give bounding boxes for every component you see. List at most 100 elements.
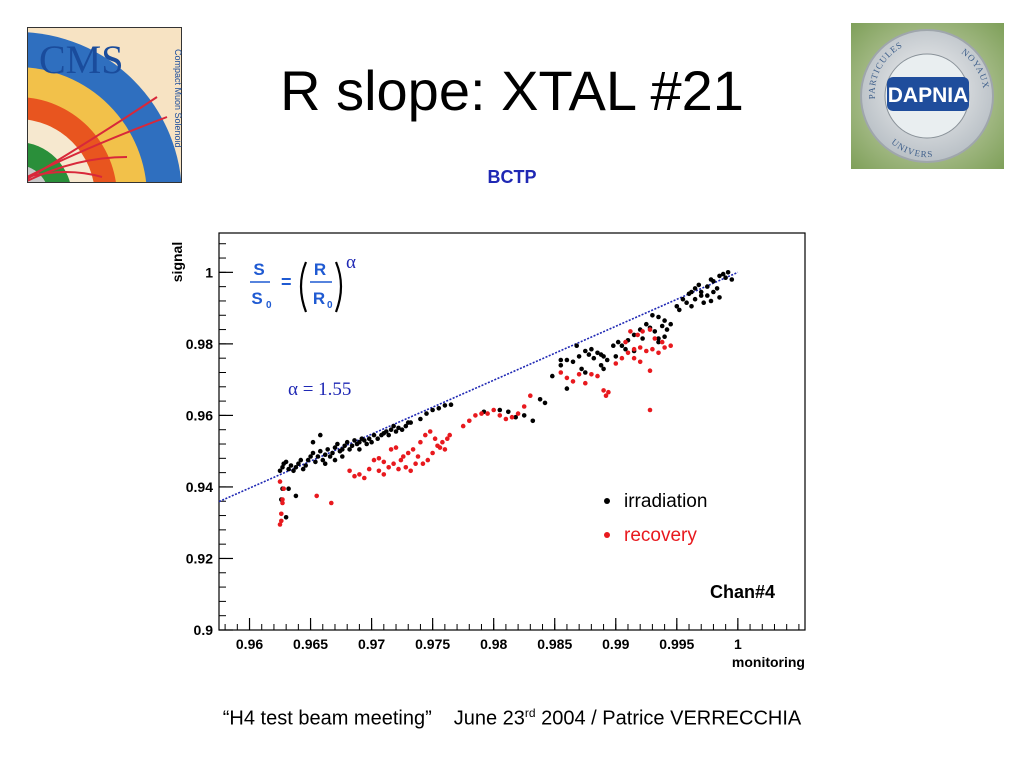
- fit-label: α = 1.55: [288, 379, 351, 400]
- irradiation-point: [393, 429, 399, 434]
- irradiation-point: [598, 363, 604, 368]
- irradiation-point: [717, 273, 722, 279]
- legend-marker-irradiation: [604, 498, 610, 504]
- irradiation-point: [652, 329, 658, 334]
- series-recovery: [277, 327, 673, 527]
- recovery-point: [401, 454, 406, 459]
- irradiation-point: [677, 307, 682, 313]
- recovery-point: [647, 368, 653, 373]
- recovery-point: [280, 497, 285, 502]
- irradiation-point: [583, 370, 588, 375]
- irradiation-point: [364, 441, 369, 447]
- irradiation-point: [399, 427, 405, 432]
- irradiation-point: [318, 432, 323, 438]
- irradiation-point: [589, 346, 594, 352]
- recovery-point: [408, 468, 413, 474]
- irradiation-point: [384, 429, 389, 434]
- irradiation-point: [692, 296, 698, 302]
- irradiation-point: [689, 304, 694, 309]
- recovery-point: [659, 339, 665, 345]
- irradiation-point: [698, 293, 704, 298]
- recovery-point: [314, 493, 319, 499]
- irradiation-point: [296, 461, 301, 466]
- recovery-point: [415, 454, 421, 459]
- y-tick-label: 0.9: [194, 622, 214, 638]
- irradiation-point: [310, 450, 316, 456]
- recovery-point: [644, 348, 649, 354]
- x-tick-label: 0.975: [415, 636, 450, 652]
- irradiation-point: [705, 293, 710, 298]
- recovery-point: [637, 345, 643, 350]
- formula-r: R: [314, 260, 326, 279]
- irradiation-point: [386, 432, 391, 438]
- chart-container: 0.96 0.965 0.97 0.975 0.98 0.985 0.99 0.995 1 0.9…: [160, 220, 820, 685]
- irradiation-point: [558, 357, 564, 363]
- irradiation-point: [613, 354, 619, 359]
- plot-frame: [218, 232, 806, 631]
- x-axis-label: monitoring: [732, 654, 805, 670]
- irradiation-point: [332, 457, 338, 463]
- irradiation-point: [717, 295, 722, 300]
- irradiation-point: [729, 277, 735, 282]
- irradiation-point: [631, 332, 637, 338]
- dapnia-logo: DAPNIA PARTICULES NOYAUX UNIVERS: [851, 23, 1004, 169]
- recovery-point: [442, 447, 448, 452]
- recovery-point: [662, 345, 667, 350]
- irradiation-point: [714, 286, 720, 291]
- legend-label-recovery: recovery: [624, 525, 697, 546]
- recovery-point: [603, 393, 609, 398]
- recovery-point: [613, 361, 619, 366]
- irradiation-point: [564, 386, 570, 391]
- irradiation-point: [521, 413, 527, 418]
- irradiation-point: [347, 447, 352, 452]
- recovery-point: [376, 456, 382, 461]
- irradiation-point: [696, 282, 702, 288]
- recovery-point: [515, 411, 521, 416]
- footer-date-suffix: 2004 / Patrice VERRECCHIA: [535, 707, 802, 730]
- irradiation-point: [530, 418, 536, 424]
- recovery-point: [440, 439, 445, 445]
- x-tick-label: 0.99: [602, 636, 629, 652]
- irradiation-point: [668, 321, 673, 327]
- irradiation-point: [352, 438, 357, 443]
- irradiation-point: [701, 300, 706, 305]
- irradiation-point: [720, 271, 726, 277]
- recovery-point: [445, 436, 450, 441]
- irradiation-point: [293, 493, 299, 499]
- irradiation-point: [424, 411, 429, 416]
- recovery-point: [329, 500, 334, 506]
- irradiation-point: [698, 289, 704, 295]
- irradiation-point: [300, 466, 306, 472]
- irradiation-point: [322, 452, 328, 457]
- irradiation-point: [330, 450, 335, 456]
- irradiation-point: [656, 339, 661, 345]
- irradiation-point: [310, 439, 316, 445]
- irradiation-point: [583, 348, 588, 354]
- recovery-point: [357, 472, 362, 477]
- recovery-point: [491, 407, 497, 413]
- irradiation-point: [388, 427, 394, 432]
- recovery-point: [623, 339, 628, 345]
- recovery-point: [447, 432, 453, 438]
- irradiation-point: [615, 339, 621, 345]
- irradiation-point: [408, 420, 413, 425]
- irradiation-point: [369, 439, 374, 445]
- irradiation-point: [362, 438, 367, 443]
- recovery-point: [281, 486, 286, 492]
- formula-s: S: [253, 260, 264, 279]
- irradiation-point: [564, 357, 570, 363]
- irradiation-point: [283, 515, 289, 520]
- recovery-point: [403, 465, 409, 470]
- x-tick-label: 0.98: [480, 636, 507, 652]
- recovery-point: [279, 511, 284, 517]
- irradiation-point: [293, 465, 299, 470]
- irradiation-point: [322, 461, 328, 466]
- recovery-point: [347, 468, 352, 474]
- irradiation-point: [659, 323, 665, 329]
- irradiation-point: [550, 373, 555, 379]
- irradiation-point: [708, 277, 714, 282]
- irradiation-point: [579, 366, 584, 372]
- recovery-point: [595, 373, 600, 379]
- recovery-point: [647, 407, 653, 413]
- recovery-point: [388, 447, 394, 452]
